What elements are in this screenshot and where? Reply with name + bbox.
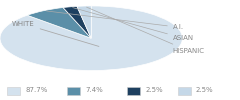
Text: 87.7%: 87.7%: [25, 87, 48, 93]
Wedge shape: [0, 6, 182, 70]
Text: WHITE: WHITE: [12, 21, 99, 46]
FancyBboxPatch shape: [7, 86, 20, 95]
Wedge shape: [77, 6, 91, 38]
Text: ASIAN: ASIAN: [73, 8, 194, 41]
Wedge shape: [63, 6, 91, 38]
Text: A.I.: A.I.: [47, 11, 184, 30]
FancyBboxPatch shape: [178, 86, 191, 95]
FancyBboxPatch shape: [127, 86, 140, 95]
Wedge shape: [27, 8, 91, 38]
Text: 2.5%: 2.5%: [196, 87, 213, 93]
FancyBboxPatch shape: [67, 86, 80, 95]
Text: HISPANIC: HISPANIC: [87, 7, 205, 54]
Text: 7.4%: 7.4%: [85, 87, 103, 93]
Text: 2.5%: 2.5%: [145, 87, 163, 93]
